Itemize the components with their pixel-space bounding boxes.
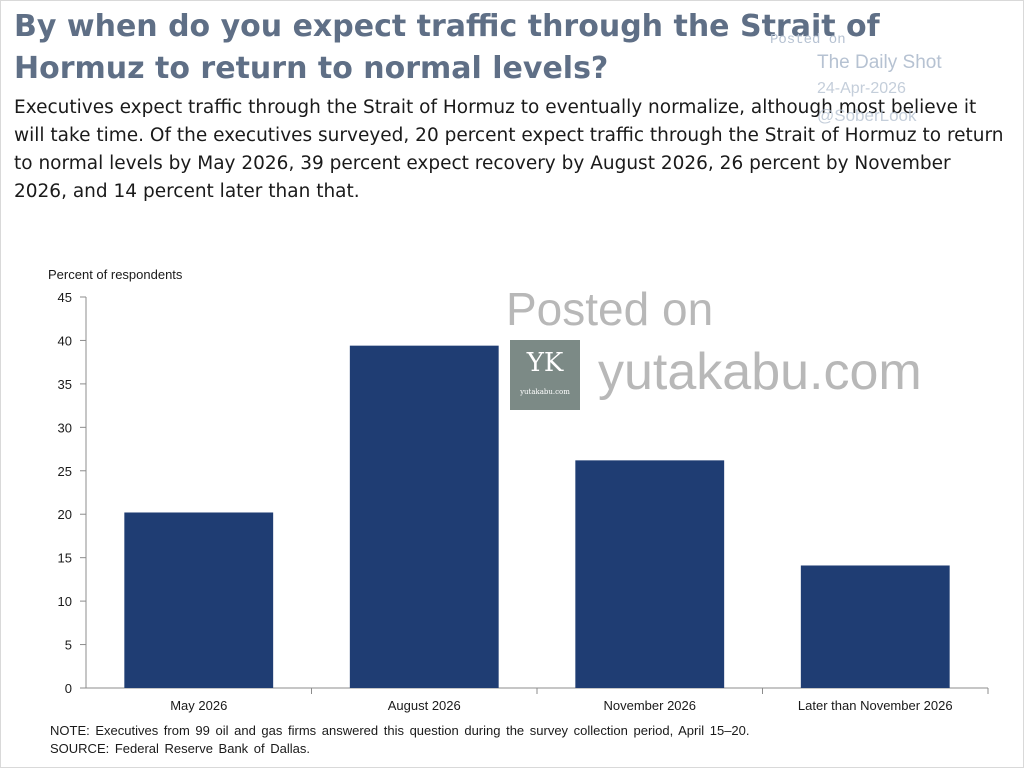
note-text: NOTE: Executives from 99 oil and gas fir… xyxy=(50,723,750,738)
y-tick-label: 10 xyxy=(58,594,72,609)
y-tick-label: 15 xyxy=(58,551,72,566)
x-tick-label: November 2026 xyxy=(604,698,697,713)
bar-august-2026 xyxy=(349,345,499,688)
chart-notes: NOTE: Executives from 99 oil and gas fir… xyxy=(50,722,1010,758)
chart-headline: By when do you expect traffic through th… xyxy=(14,9,880,86)
y-tick-label: 20 xyxy=(58,507,72,522)
source-text: SOURCE: Federal Reserve Bank of Dallas. xyxy=(50,741,310,756)
bar-later-than-november-2026 xyxy=(800,565,950,688)
bar-chart: Percent of respondents 0 5 10 15 20 25 30 35 40 45… xyxy=(48,267,989,713)
y-tick-label: 25 xyxy=(58,464,72,479)
bar-november-2026 xyxy=(575,460,725,688)
y-tick-label: 45 xyxy=(58,290,72,305)
y-tick-label: 5 xyxy=(65,638,72,653)
x-tick-label: August 2026 xyxy=(388,698,461,713)
bar-may-2026 xyxy=(124,512,274,688)
y-tick-label: 40 xyxy=(58,333,72,348)
y-axis-label: Percent of respondents xyxy=(48,267,183,282)
y-tick-label: 0 xyxy=(65,681,72,696)
chart-summary: Executives expect traffic through the St… xyxy=(14,97,1004,202)
x-tick-label: May 2026 xyxy=(170,698,227,713)
x-tick-label: Later than November 2026 xyxy=(798,698,953,713)
y-tick-label: 35 xyxy=(58,377,72,392)
y-tick-label: 30 xyxy=(58,420,72,435)
